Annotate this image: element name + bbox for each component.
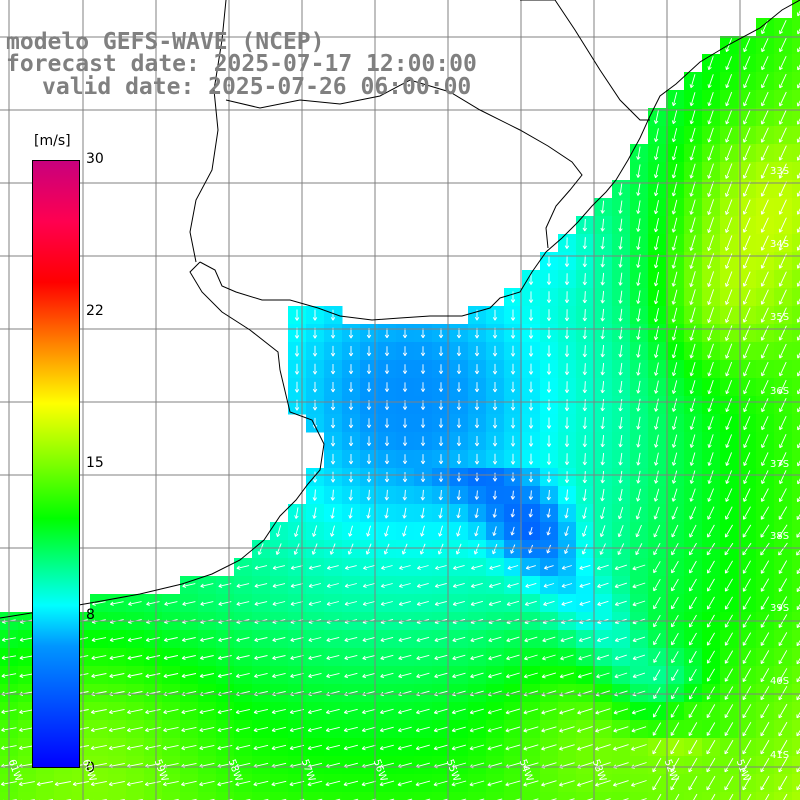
model-title: modelo GEFS-WAVE (NCEP)	[6, 29, 325, 55]
colorbar-tick-30: 30	[86, 151, 104, 167]
lat-label-37s: 37S	[770, 459, 790, 470]
lat-label-41s: 41S	[770, 750, 790, 761]
lat-label-40s: 40S	[770, 676, 790, 687]
valid-date: valid date: 2025-07-26 06:00:00	[42, 74, 472, 100]
colorbar-tick-15: 15	[86, 455, 104, 471]
lat-label-34s: 34S	[770, 239, 790, 250]
lat-label-38s: 38S	[770, 531, 790, 542]
forecast-date: forecast date: 2025-07-17 12:00:00	[6, 51, 477, 77]
colorbar-unit: [m/s]	[34, 133, 71, 149]
lat-label-33s: 33S	[770, 166, 790, 177]
colorbar-gradient	[32, 160, 80, 768]
colorbar-tick-22: 22	[86, 303, 104, 319]
coastline	[0, 0, 800, 619]
colorbar-tick-0: 0	[86, 760, 95, 776]
colorbar-tick-8: 8	[86, 607, 95, 623]
lat-label-36s: 36S	[770, 386, 790, 397]
lat-label-39s: 39S	[770, 603, 790, 614]
lat-label-35s: 35S	[770, 312, 790, 323]
colorbar	[32, 160, 80, 768]
